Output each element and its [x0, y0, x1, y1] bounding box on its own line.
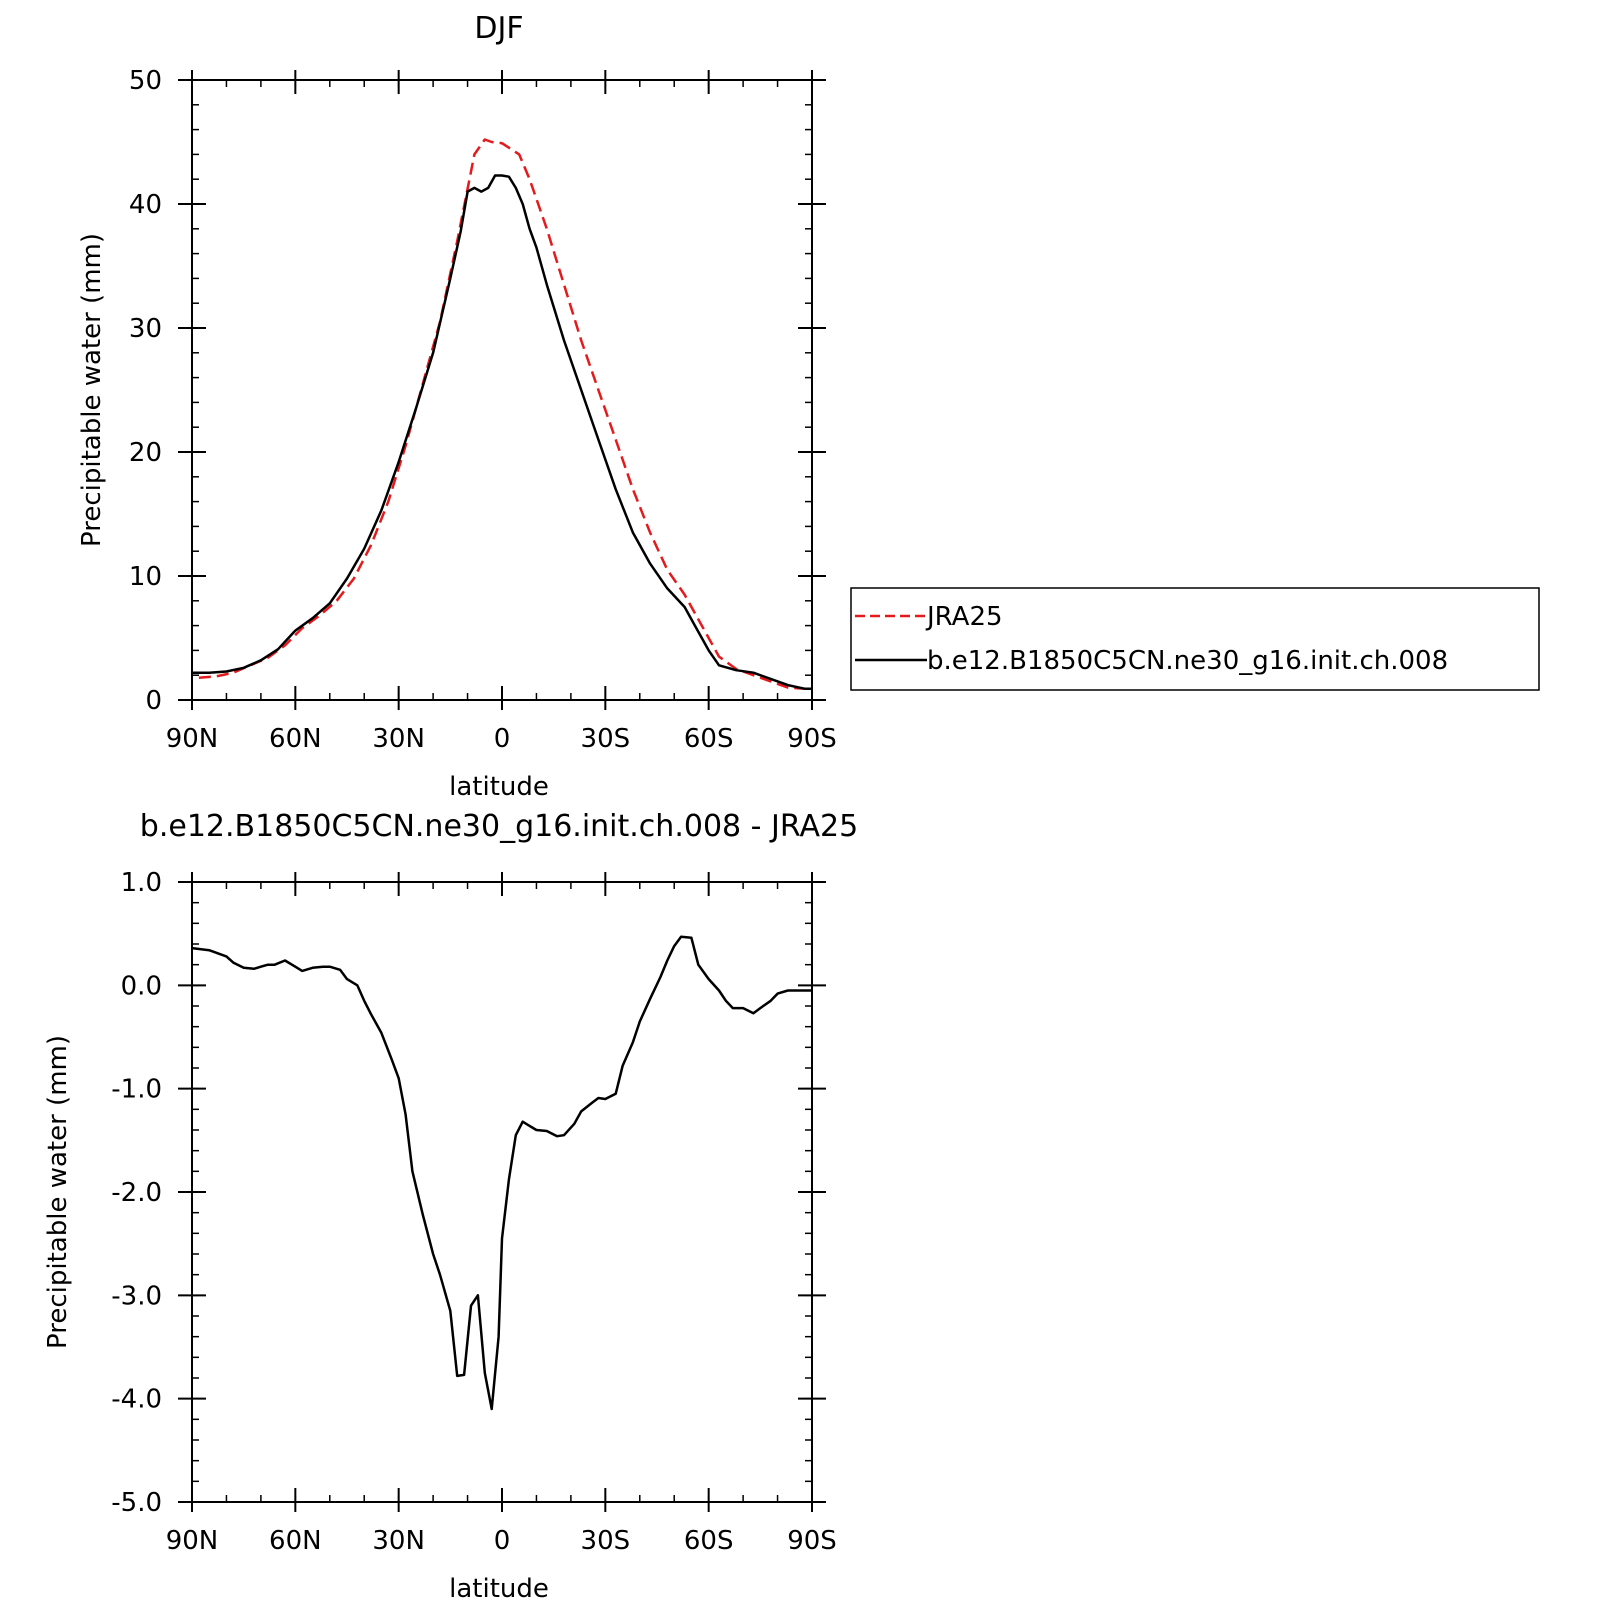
- x-tick-label: 30S: [581, 1526, 631, 1556]
- y-tick-label: -2.0: [111, 1178, 162, 1208]
- legend: JRA25 b.e12.B1850C5CN.ne30_g16.init.ch.0…: [850, 587, 1540, 691]
- top-series-layer: [192, 138, 812, 691]
- top-x-axis-title: latitude: [449, 772, 549, 802]
- y-tick-label: -1.0: [111, 1075, 162, 1105]
- y-tick-label: 0.0: [121, 971, 162, 1001]
- bottom-x-tick-labels: 90N 60N 30N 0 30S 60S 90S: [166, 1526, 837, 1556]
- top-panel: DJF 90N 60N 30N 0 30S 60S 90S 0 10 20 30 40 50 lati…: [77, 11, 837, 802]
- y-tick-label: 40: [129, 190, 162, 220]
- y-tick-label: -5.0: [111, 1488, 162, 1518]
- x-tick-label: 90S: [787, 724, 837, 754]
- y-tick-label: 20: [129, 438, 162, 468]
- top-y-tick-labels: 0 10 20 30 40 50: [129, 66, 162, 716]
- bottom-y-axis-title: Precipitable water (mm): [43, 1035, 73, 1349]
- series-line-difference: [191, 935, 812, 1411]
- x-tick-label: 30N: [372, 1526, 425, 1556]
- bottom-y-tick-labels: 1.0 0.0 -1.0 -2.0 -3.0 -4.0 -5.0: [111, 868, 162, 1518]
- x-tick-label: 0: [494, 1526, 511, 1556]
- legend-label-model: b.e12.B1850C5CN.ne30_g16.init.ch.008: [927, 646, 1448, 676]
- legend-box: [850, 587, 1540, 691]
- x-tick-label: 90N: [166, 724, 219, 754]
- y-tick-label: -4.0: [111, 1385, 162, 1415]
- x-tick-label: 30S: [581, 724, 631, 754]
- y-tick-label: 0: [145, 686, 162, 716]
- x-tick-label: 0: [494, 724, 511, 754]
- y-tick-label: 1.0: [121, 868, 162, 898]
- series-line-model: [192, 174, 812, 691]
- series-line-jra25: [198, 138, 812, 691]
- top-plot-frame: [191, 79, 813, 701]
- legend-label-jra25: JRA25: [925, 602, 1003, 632]
- x-tick-label: 90N: [166, 1526, 219, 1556]
- y-tick-label: 50: [129, 66, 162, 96]
- y-tick-label: 10: [129, 562, 162, 592]
- x-tick-label: 60N: [269, 724, 322, 754]
- top-y-axis-title: Precipitable water (mm): [77, 233, 107, 547]
- top-axis-ticks: [178, 70, 826, 710]
- bottom-series-layer: [191, 935, 812, 1411]
- bottom-axis-ticks: [178, 872, 826, 1512]
- x-tick-label: 60S: [684, 1526, 734, 1556]
- bottom-plot-frame: [191, 881, 813, 1503]
- x-tick-label: 60S: [684, 724, 734, 754]
- y-tick-label: -3.0: [111, 1281, 162, 1311]
- x-tick-label: 60N: [269, 1526, 322, 1556]
- x-tick-label: 90S: [787, 1526, 837, 1556]
- top-x-tick-labels: 90N 60N 30N 0 30S 60S 90S: [166, 724, 837, 754]
- y-tick-label: 30: [129, 314, 162, 344]
- bottom-x-axis-title: latitude: [449, 1574, 549, 1603]
- bottom-chart-title: b.e12.B1850C5CN.ne30_g16.init.ch.008 - J…: [140, 809, 858, 844]
- x-tick-label: 30N: [372, 724, 425, 754]
- bottom-panel: b.e12.B1850C5CN.ne30_g16.init.ch.008 - J…: [43, 809, 858, 1603]
- top-chart-title: DJF: [474, 11, 523, 46]
